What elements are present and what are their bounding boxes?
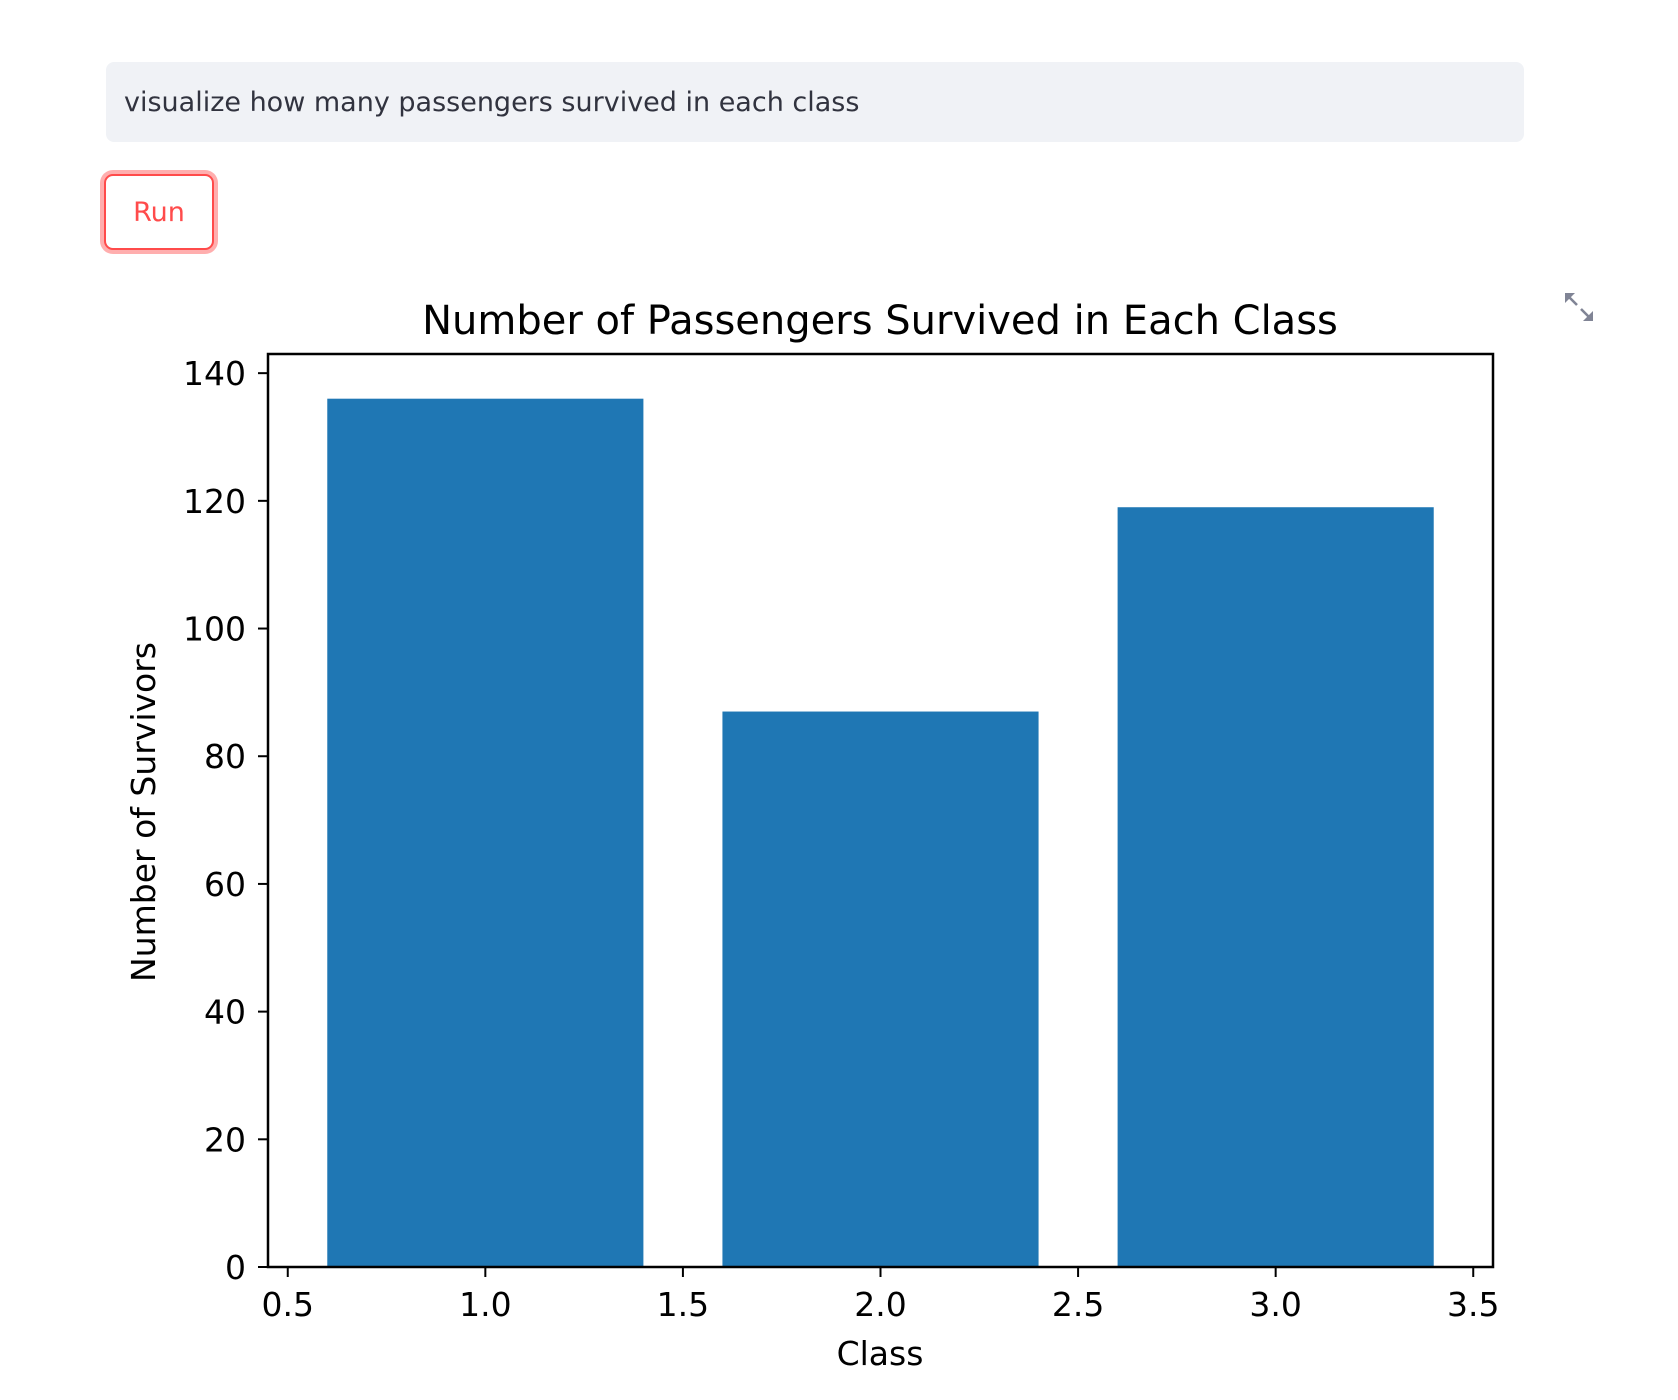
x-tick-label: 0.5 bbox=[262, 1285, 314, 1324]
y-axis-label: Number of Survivors bbox=[124, 642, 163, 982]
expand-fullscreen-icon[interactable] bbox=[1562, 290, 1596, 324]
x-tick-label: 3.0 bbox=[1249, 1285, 1301, 1324]
y-tick-label: 140 bbox=[183, 354, 246, 393]
y-tick-label: 100 bbox=[183, 610, 246, 649]
x-tick-label: 1.5 bbox=[657, 1285, 709, 1324]
chart-title: Number of Passengers Survived in Each Cl… bbox=[422, 298, 1338, 344]
query-input[interactable]: visualize how many passengers survived i… bbox=[106, 62, 1524, 142]
y-tick-label: 40 bbox=[204, 993, 246, 1032]
y-tick-label: 60 bbox=[204, 865, 246, 904]
x-tick-label: 2.5 bbox=[1052, 1285, 1104, 1324]
y-tick-label: 20 bbox=[204, 1120, 246, 1159]
x-tick-label: 3.5 bbox=[1447, 1285, 1499, 1324]
bar-class-3 bbox=[1117, 507, 1434, 1267]
run-button[interactable]: Run bbox=[104, 174, 214, 250]
x-axis-label: Class bbox=[837, 1334, 924, 1373]
x-tick-label: 1.0 bbox=[459, 1285, 511, 1324]
y-tick-label: 80 bbox=[204, 737, 246, 776]
y-tick-label: 0 bbox=[225, 1248, 246, 1287]
y-tick-label: 120 bbox=[183, 482, 246, 521]
bar-class-1 bbox=[327, 398, 644, 1267]
x-tick-label: 2.0 bbox=[854, 1285, 906, 1324]
bar-class-2 bbox=[722, 711, 1039, 1267]
